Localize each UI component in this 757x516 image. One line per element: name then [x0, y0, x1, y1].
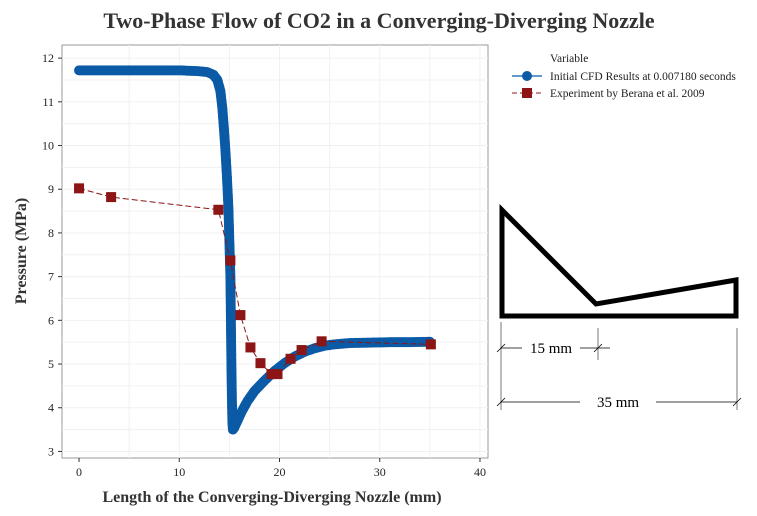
x-tick-label: 30 — [374, 465, 386, 479]
experiment-point — [272, 369, 283, 380]
plot-area: 0 10 20 30 40 3 4 5 6 7 8 9 10 11 12 — [42, 44, 489, 479]
dim-label-total: 35 mm — [597, 395, 639, 411]
y-axis-label: Pressure (MPa) — [13, 198, 30, 304]
experiment-point — [266, 369, 277, 380]
y-tick-label: 8 — [48, 226, 54, 240]
dim-label-converging: 15 mm — [530, 341, 572, 357]
y-axis-ticks: 3 4 5 6 7 8 9 10 11 12 — [42, 51, 62, 458]
experiment-point — [235, 310, 246, 321]
dim-tick-converging-left — [496, 343, 506, 353]
experiment-point — [296, 345, 307, 356]
experiment-point — [316, 336, 327, 347]
y-tick-label: 4 — [48, 401, 54, 415]
x-tick-label: 20 — [274, 465, 286, 479]
chart-title: Two-Phase Flow of CO2 in a Converging-Di… — [103, 8, 655, 33]
experiment-point — [213, 204, 224, 215]
experiment-point — [106, 192, 117, 203]
x-axis-ticks: 0 10 20 30 40 — [76, 458, 486, 479]
y-tick-label: 3 — [48, 444, 54, 458]
experiment-point — [285, 353, 296, 364]
y-tick-label: 10 — [42, 139, 54, 153]
y-tick-label: 7 — [48, 270, 54, 284]
x-axis-label: Length of the Converging-Diverging Nozzl… — [102, 489, 441, 506]
experiment-point — [225, 255, 236, 266]
dim-tick-total-right — [732, 397, 742, 407]
experiment-point — [255, 358, 266, 369]
y-tick-label: 5 — [48, 357, 54, 371]
dim-tick-total-left — [496, 397, 506, 407]
nozzle-shape — [499, 203, 739, 319]
plot-border — [61, 44, 489, 459]
x-tick-label: 0 — [76, 465, 82, 479]
y-tick-label: 11 — [42, 95, 54, 109]
legend-label-experiment: Experiment by Berana et al. 2009 — [550, 88, 705, 100]
experiment-point — [245, 342, 256, 353]
x-tick-label: 10 — [173, 465, 185, 479]
nozzle-diagram: 15 mm 35 mm — [496, 203, 742, 411]
legend-title: Variable — [550, 53, 588, 65]
y-tick-label: 9 — [48, 182, 54, 196]
legend-label-cfd: Initial CFD Results at 0.007180 seconds — [550, 71, 736, 83]
legend-marker-experiment — [522, 88, 532, 98]
x-tick-label: 40 — [474, 465, 486, 479]
experiment-point — [425, 339, 436, 350]
y-tick-label: 6 — [48, 313, 54, 327]
dim-tick-converging-right — [593, 343, 603, 353]
legend-marker-cfd — [522, 71, 532, 81]
series-layer — [74, 65, 436, 435]
experiment-point — [74, 183, 85, 194]
legend: Variable Initial CFD Results at 0.007180… — [512, 53, 736, 100]
y-tick-label: 12 — [42, 51, 54, 65]
